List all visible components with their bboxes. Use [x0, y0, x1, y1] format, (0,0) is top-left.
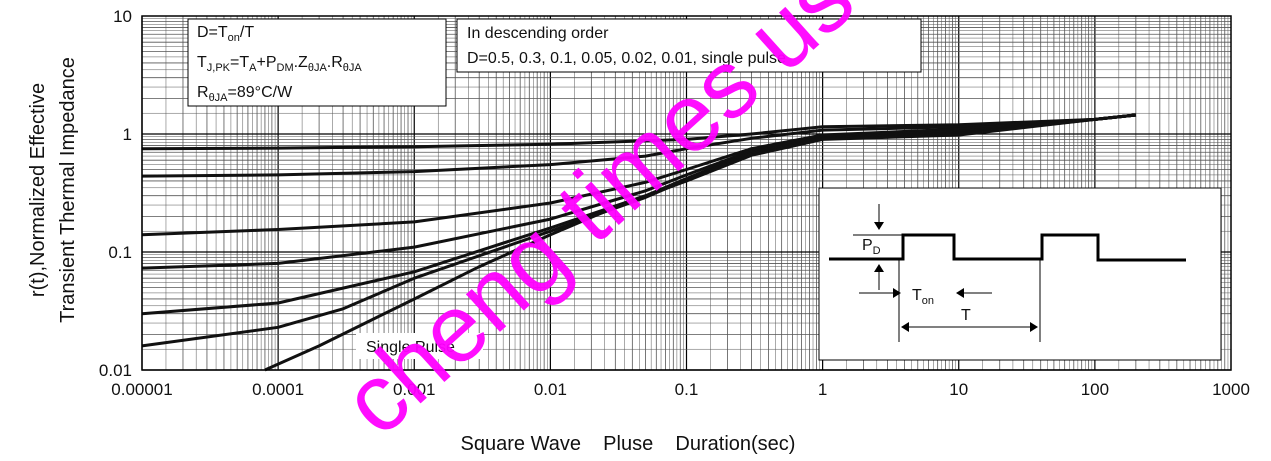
pulse-inset: PD Ton T [818, 187, 1222, 361]
x-axis-title: Square Wave Pluse Duration(sec) [461, 433, 796, 455]
order-heading: In descending order [467, 25, 609, 42]
order-box: In descending order D=0.5, 0.3, 0.1, 0.0… [456, 18, 922, 73]
x-tick-label: 1000 [1212, 380, 1250, 399]
pd-arrowhead-bottom [874, 264, 884, 272]
ton-arrowhead-left [893, 288, 901, 298]
pd-arrowhead-top [874, 222, 884, 230]
formula-duty-cycle: D=Ton/T [197, 24, 254, 44]
order-duty-list: D=0.5, 0.3, 0.1, 0.05, 0.02, 0.01, singl… [467, 50, 786, 67]
ton-arrowhead-right [956, 288, 964, 298]
series-line-6 [264, 113, 1137, 372]
ton-label: Ton [912, 287, 934, 307]
series-line-1 [141, 113, 1137, 178]
single-pulse-label: Single Pulse [366, 339, 455, 356]
formula-box: D=Ton/T TJ,PK=TA+PDM.ZθJA.RθJA RθJA=89°C… [187, 18, 447, 107]
series-group [141, 113, 1137, 372]
period-label: T [961, 307, 971, 324]
x-tick-labels: 0.00001 0.0001 0.001 0.01 0.1 1 10 100 1000 [111, 380, 1250, 399]
y-tick-label: 1 [123, 125, 132, 144]
plot-frame [141, 15, 1232, 371]
y-axis-title-line1: r(t),Normalized Effective [27, 83, 49, 297]
pulse-waveform [829, 233, 1186, 262]
formula-thermal-resistance: RθJA=89°C/W [197, 84, 293, 104]
y-tick-label: 0.1 [108, 243, 132, 262]
x-tick-label: 0.0001 [252, 380, 304, 399]
y-tick-label: 10 [113, 7, 132, 26]
y-tick-labels: 0.01 0.1 1 10 [99, 7, 132, 380]
x-tick-label: 0.001 [393, 380, 436, 399]
x-tick-label: 100 [1081, 380, 1109, 399]
x-tick-label: 10 [949, 380, 968, 399]
x-tick-label: 0.1 [675, 380, 699, 399]
single-pulse-box: Single Pulse [356, 333, 483, 359]
x-tick-label: 0.01 [534, 380, 567, 399]
period-arrowhead-right [1030, 322, 1038, 332]
x-tick-label: 0.00001 [111, 380, 172, 399]
series-line-2 [141, 113, 1137, 237]
formula-junction-temp: TJ,PK=TA+PDM.ZθJA.RθJA [197, 54, 362, 74]
period-arrowhead-left [901, 322, 909, 332]
x-tick-label: 1 [818, 380, 827, 399]
y-tick-label: 0.01 [99, 361, 132, 380]
pd-label: PD [862, 237, 881, 257]
y-axis-title-line2: Transient Thermal Impedance [57, 57, 79, 323]
